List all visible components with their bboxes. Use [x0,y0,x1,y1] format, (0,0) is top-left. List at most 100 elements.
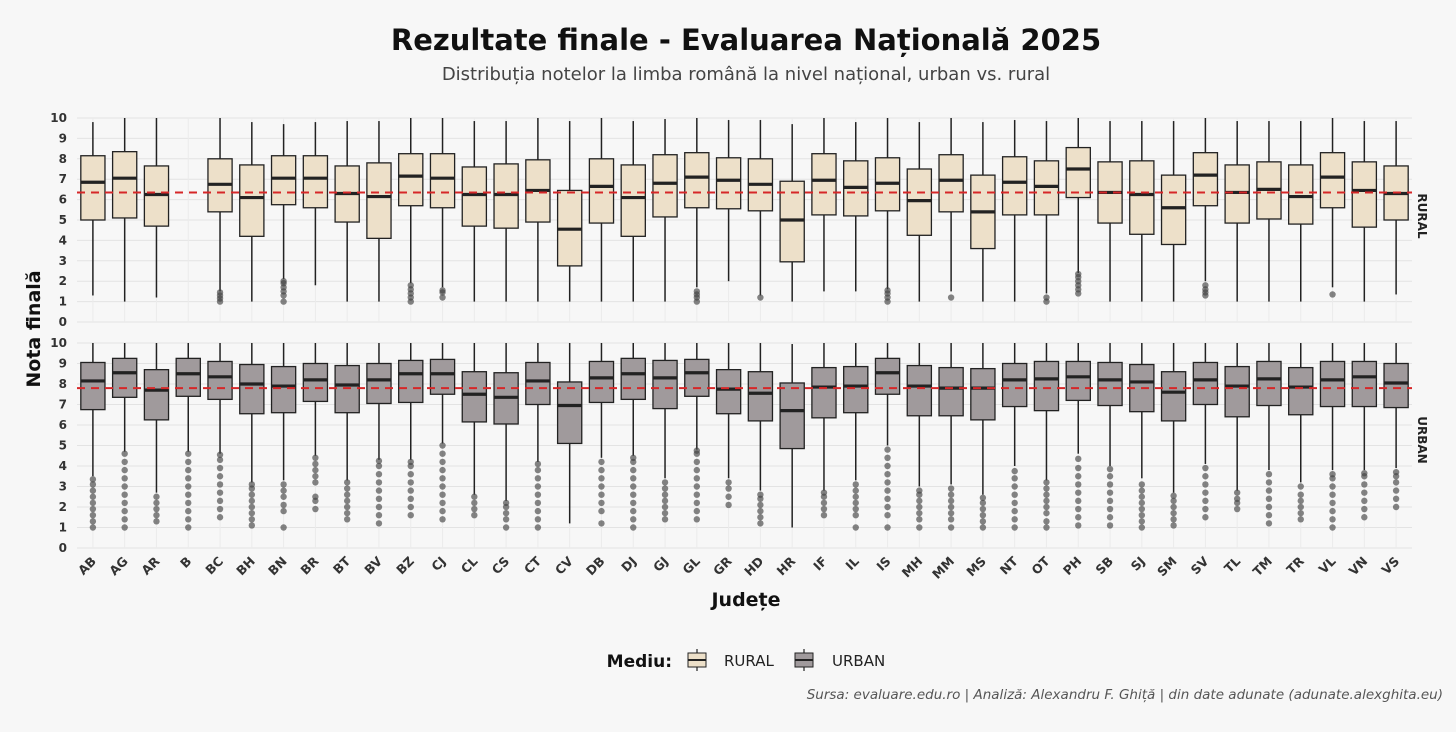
outlier-point [1202,497,1209,505]
box-iqr [334,364,360,414]
outlier-point [1170,509,1177,517]
box-iqr [970,367,996,421]
box-iqr [715,368,742,415]
outlier-point [407,479,414,486]
box-rural-nt [1001,120,1028,302]
box-iqr [1065,146,1091,199]
outlier-point [693,483,701,490]
outlier-point [89,524,97,531]
x-tick-label: GJ [650,554,671,575]
outlier-point [979,512,987,519]
outlier-point [1361,514,1368,521]
box-iqr [1288,366,1314,416]
outlier-point [375,462,383,470]
outlier-point [916,487,923,494]
outlier-point [1075,270,1082,278]
y-tick-label: 8 [59,377,67,391]
box-iqr [1065,360,1091,402]
box-iqr [143,368,170,421]
box-iqr [652,154,678,218]
x-tick-label: AG [106,554,131,579]
box-iqr [461,166,488,227]
outlier-point [1138,481,1146,488]
outlier-point [216,451,224,458]
box-rural-ot [1033,121,1060,305]
outlier-point [979,505,987,513]
outlier-point [439,475,446,482]
box-rural-bn [270,124,297,305]
outlier-point [89,512,97,519]
outlier-point [757,507,764,515]
legend-key-urban [794,649,814,671]
outlier-point [185,491,192,498]
box-rural-mh [906,122,933,302]
box-iqr [1256,360,1282,407]
box-urban-bz [398,343,424,519]
y-tick-label: 9 [59,131,67,145]
x-tick-label: VL [1316,553,1339,576]
outlier-point [852,524,859,531]
outlier-point [185,516,192,523]
outlier-point [916,524,923,531]
outlier-point [630,491,637,498]
outlier-point [1170,503,1177,511]
box-urban-nt [1001,343,1028,531]
outlier-point [280,507,287,515]
outlier-point [439,458,446,466]
outlier-point [661,509,669,517]
outlier-point [153,493,160,500]
box-rural-bv [366,121,392,302]
box-urban-ph [1065,343,1091,529]
outlier-point [1233,489,1241,496]
outlier-point [343,503,351,511]
outlier-point [1265,512,1273,519]
y-tick-label: 4 [59,459,67,473]
outlier-point [852,505,859,513]
box-rural-cv [556,121,583,302]
outlier-point [1329,499,1336,507]
box-iqr [366,362,392,405]
outlier-point [185,450,192,457]
box-urban-ot [1033,343,1060,531]
box-urban-tl [1224,343,1250,513]
outlier-point [1202,489,1209,496]
outlier-point [534,460,542,468]
outlier-point [407,458,414,466]
outlier-point [407,471,414,478]
box-urban-mh [906,343,933,531]
box-iqr [398,359,424,404]
y-tick-label: 10 [50,336,67,350]
x-tick-label: GL [679,553,703,577]
box-iqr [684,152,710,209]
box-urban-sv [1192,343,1219,521]
box-iqr [366,162,392,240]
box-iqr [620,164,646,237]
outlier-point [1106,489,1114,496]
box-rural-ct [525,118,551,302]
outlier-point [248,491,256,498]
outlier-point [820,489,828,496]
x-tick-label: CL [458,553,481,576]
outlier-point [947,497,955,505]
box-iqr [1129,160,1155,235]
outlier-point [89,493,97,500]
outlier-point [312,493,319,500]
outlier-point [343,491,351,498]
box-urban-gl [684,343,710,523]
x-tick-label: SJ [1128,554,1148,574]
outlier-point [1075,505,1082,513]
outlier-point [534,507,542,515]
outlier-point [1329,483,1336,490]
y-tick-label: 1 [59,295,67,309]
outlier-point [248,509,256,517]
box-rural-is [874,118,901,305]
outlier-point [1011,483,1018,490]
outlier-point [280,524,287,531]
outlier-point [884,462,891,470]
x-tick-label: CS [489,554,513,578]
outlier-point [1202,464,1209,472]
outlier-point [121,507,128,515]
outlier-point [280,501,287,509]
outlier-point [1329,524,1336,531]
box-urban-vs [1383,343,1409,511]
